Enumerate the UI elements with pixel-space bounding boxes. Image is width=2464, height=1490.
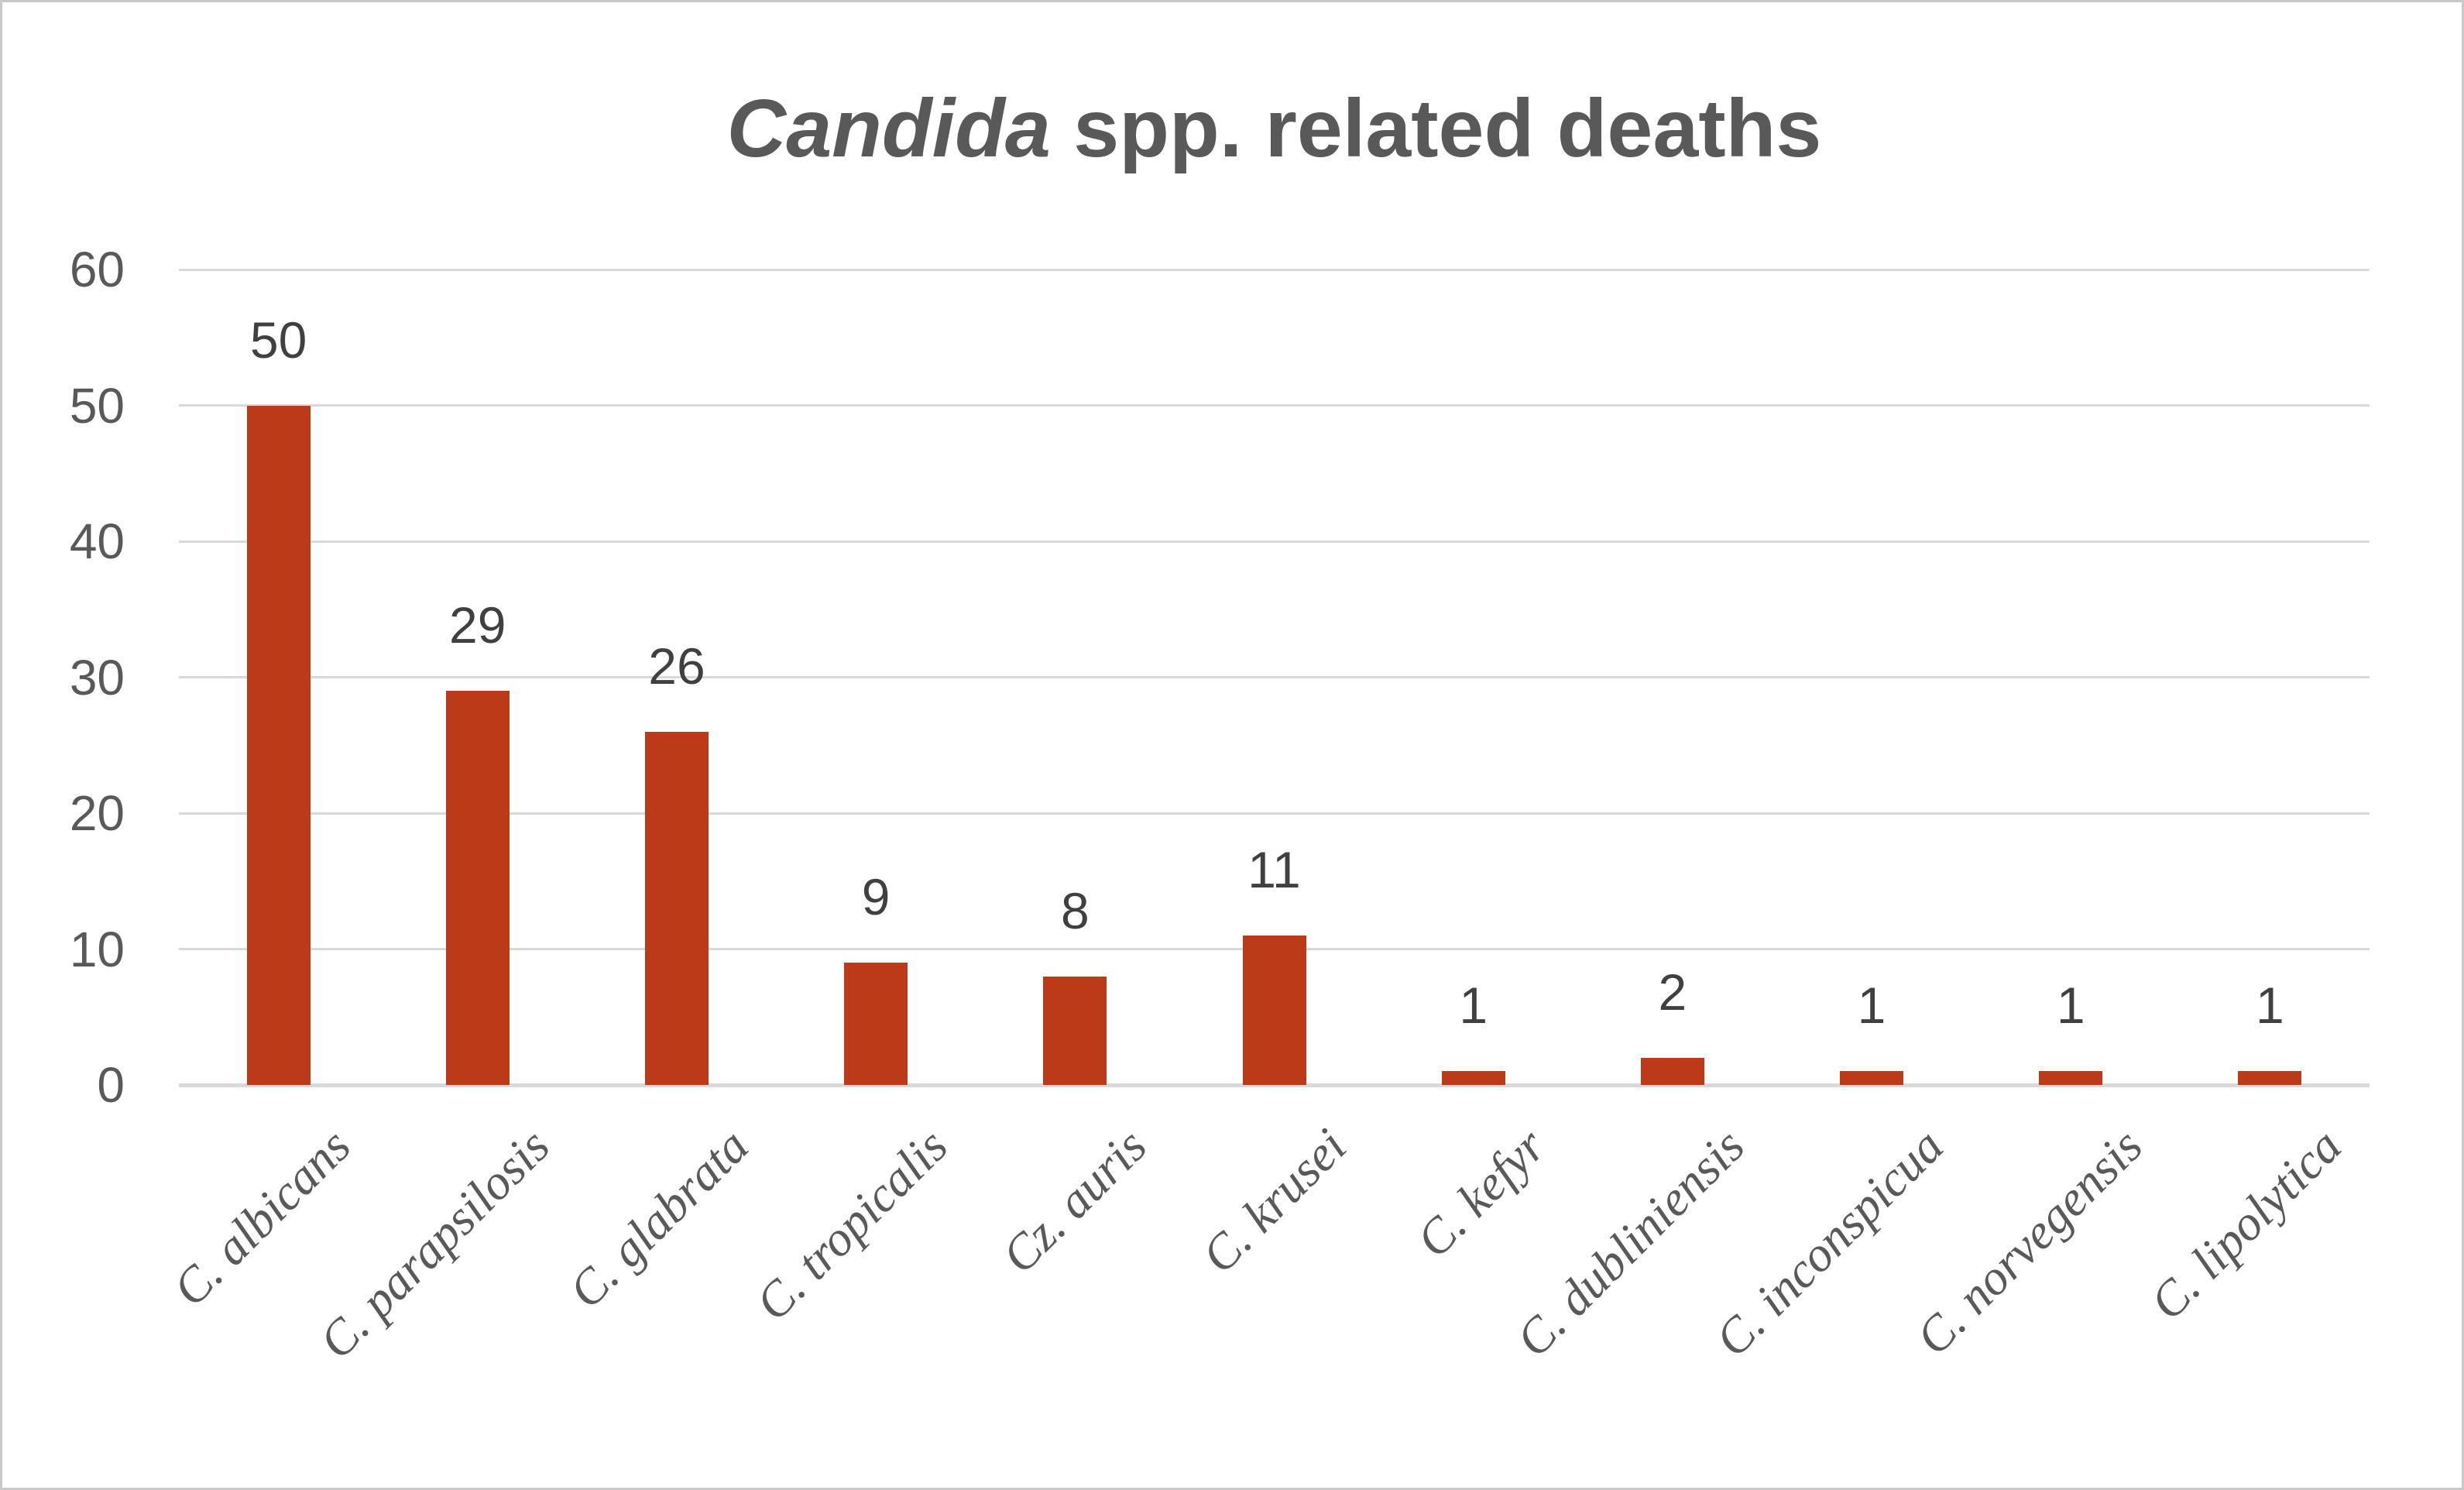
bar: [1640, 1057, 1704, 1085]
x-axis-category-label: C. glabrata: [558, 1118, 759, 1319]
bar-value-label: 8: [1060, 881, 1090, 939]
bar: [1840, 1071, 1904, 1085]
y-axis-tick-label: 10: [69, 921, 125, 977]
chart-title-rest: spp. related deaths: [1050, 83, 1822, 174]
gridline: [179, 404, 2370, 407]
y-axis-tick-label: 50: [69, 377, 125, 434]
bar: [1441, 1071, 1505, 1085]
y-axis-tick-label: 30: [69, 649, 125, 706]
x-axis-category-label: C. parapsilosis: [308, 1118, 560, 1370]
bar: [1043, 976, 1107, 1085]
y-axis-tick-label: 40: [69, 513, 125, 569]
gridline: [179, 268, 2370, 271]
bar: [644, 731, 709, 1085]
y-axis-tick-label: 0: [97, 1057, 125, 1113]
bar: [844, 963, 908, 1085]
bar-value-label: 29: [449, 596, 506, 654]
x-axis-category-label: C. kefyr: [1405, 1118, 1556, 1269]
y-axis-tick-label: 20: [69, 785, 125, 841]
x-axis-category-label: Cz. auris: [991, 1118, 1158, 1284]
bar-value-label: 26: [648, 637, 705, 695]
bar-value-label: 9: [861, 868, 891, 926]
chart-title-genus: Candida: [726, 83, 1051, 174]
bar: [1242, 935, 1306, 1085]
bar: [2039, 1071, 2103, 1085]
bar-value-label: 1: [2256, 977, 2284, 1035]
bar-value-label: 1: [1857, 977, 1886, 1035]
x-axis-baseline: [179, 1083, 2370, 1087]
x-axis-category-label: C. albicans: [162, 1118, 361, 1317]
x-axis-category-label: C. norvegensis: [1905, 1118, 2153, 1365]
x-axis-category-label: C. dubliniensis: [1505, 1118, 1755, 1368]
x-axis-category-label: C. inconspicua: [1704, 1118, 1954, 1368]
bar-value-label: 1: [2056, 977, 2085, 1035]
bar: [246, 405, 311, 1085]
bar: [445, 691, 510, 1085]
y-axis-tick-label: 60: [69, 242, 125, 297]
bar-value-label: 11: [1247, 840, 1301, 898]
gridline: [179, 540, 2370, 543]
bar-value-label: 1: [1459, 977, 1488, 1035]
gridline: [179, 676, 2370, 678]
bar: [2238, 1071, 2302, 1085]
chart-title: Candida spp. related deaths: [179, 70, 2370, 187]
x-axis-category-label: C. tropicalis: [745, 1118, 959, 1331]
x-axis-category-label: C. lipolytica: [2140, 1118, 2352, 1330]
bar-value-label: 50: [249, 311, 307, 369]
x-axis-category-label: C. krusei: [1190, 1118, 1357, 1284]
bar-value-label: 2: [1658, 963, 1687, 1021]
gridline: [179, 812, 2370, 815]
